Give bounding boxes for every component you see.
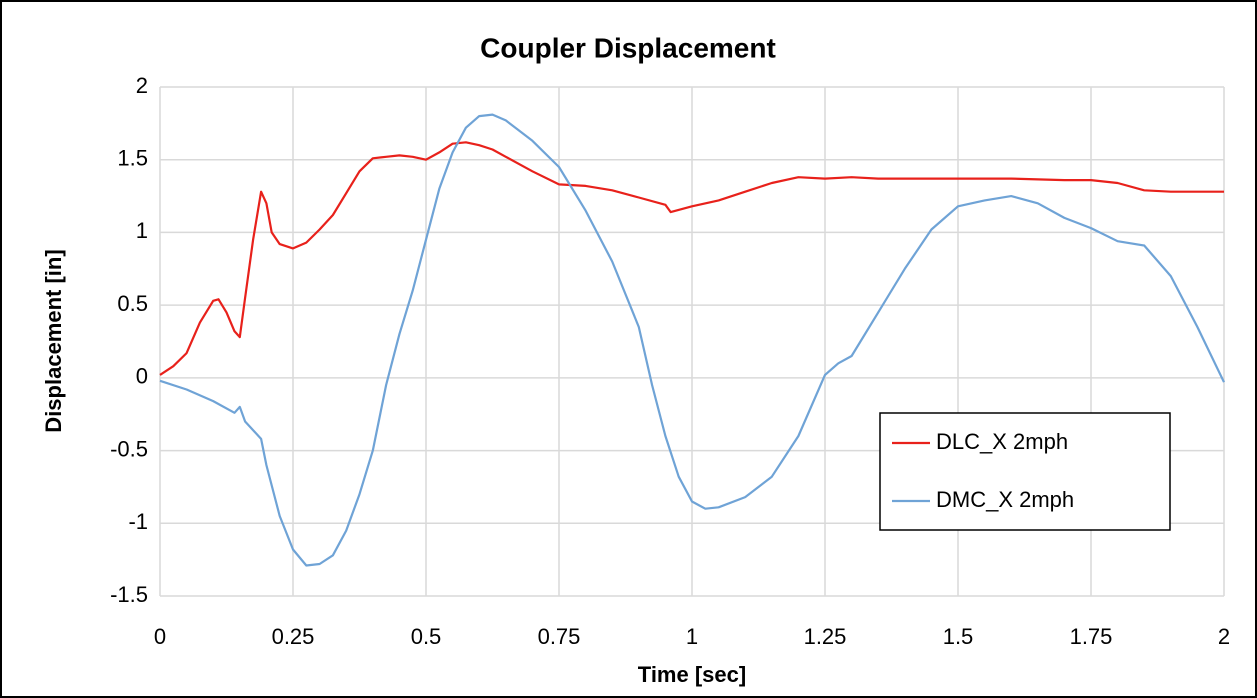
y-axis-title: Displacement [in] — [41, 249, 66, 432]
y-tick-label: 2 — [136, 73, 148, 98]
x-tick-label: 1.5 — [943, 624, 974, 649]
x-tick-label: 0.75 — [538, 624, 581, 649]
y-tick-label: 1 — [136, 218, 148, 243]
x-tick-label: 1.25 — [804, 624, 847, 649]
x-tick-label: 0.5 — [411, 624, 442, 649]
legend-label: DMC_X 2mph — [936, 487, 1074, 512]
y-tick-label: -1.5 — [110, 582, 148, 607]
legend-box — [879, 412, 1171, 531]
y-tick-label: 0.5 — [117, 291, 148, 316]
y-tick-label: 0 — [136, 364, 148, 389]
y-tick-label: -0.5 — [110, 436, 148, 461]
legend: DLC_X 2mph DMC_X 2mph — [879, 412, 1171, 531]
x-tick-label: 1.75 — [1070, 624, 1113, 649]
legend-label: DLC_X 2mph — [936, 429, 1068, 454]
x-tick-label: 0.25 — [272, 624, 315, 649]
y-tick-label: -1 — [128, 509, 148, 534]
x-tick-label: 0 — [154, 624, 166, 649]
y-tick-label: 1.5 — [117, 146, 148, 171]
x-tick-label: 2 — [1218, 624, 1230, 649]
x-axis-title: Time [sec] — [638, 662, 746, 687]
data-line — [159, 113, 1225, 567]
data-line — [159, 141, 1224, 376]
chart-title: Coupler Displacement — [480, 32, 776, 63]
x-tick-label: 1 — [686, 624, 698, 649]
